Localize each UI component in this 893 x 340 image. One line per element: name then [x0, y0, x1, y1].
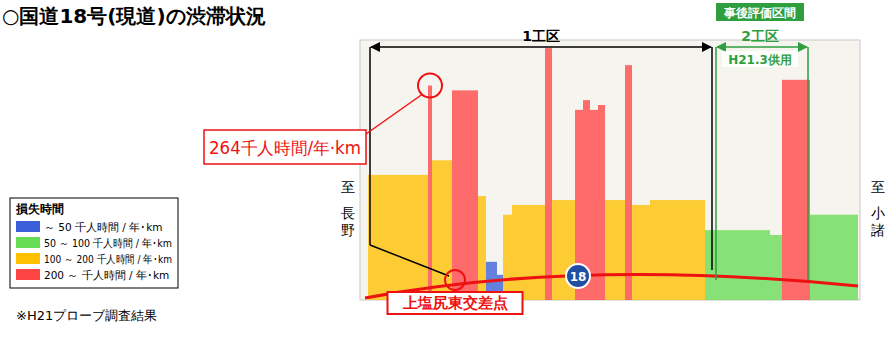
route-shield — [566, 264, 590, 288]
end-label-char: 諸 — [871, 222, 885, 238]
bar — [605, 200, 625, 300]
plot-frame — [360, 40, 860, 300]
intersection-circle — [445, 270, 465, 290]
bar — [545, 48, 552, 300]
bar — [432, 160, 452, 300]
bar — [770, 235, 782, 300]
intersection-box — [388, 292, 523, 314]
callout-leader — [366, 95, 422, 135]
legend-swatch — [16, 221, 40, 232]
note-ground — [722, 51, 798, 67]
bar — [590, 110, 598, 300]
end-label-char: 長 — [341, 205, 355, 221]
section-arrow — [371, 46, 711, 48]
bar — [650, 200, 705, 300]
end-label-char: 野 — [341, 222, 355, 238]
section-line — [715, 47, 717, 280]
legend-label: 100 ～ 200 千人時間 / 年･km — [44, 253, 172, 265]
bar — [503, 215, 512, 300]
callout-text: 264千人時間/年·km — [209, 138, 361, 158]
callout-box — [204, 130, 366, 164]
route-number: 18 — [570, 270, 587, 284]
legend-label: 200 ～ 千人時間 / 年･km — [44, 269, 169, 281]
section-note: H21.3供用 — [728, 53, 792, 67]
section-line — [369, 47, 371, 245]
end-label-char: 至 — [341, 179, 355, 195]
bar — [705, 230, 770, 300]
legend-label: ～ 50 千人時間 / 年･km — [44, 221, 163, 233]
tag: 事後評価区間 — [723, 6, 796, 20]
legend-label: 50 ～ 100 千人時間 / 年･km — [44, 237, 172, 249]
bar — [782, 80, 810, 300]
end-label-char: 至 — [871, 179, 885, 195]
chart: ○国道18号(現道)の渋滞状況 1工区 2工区 H21.3供用事後評価区間 264千人時… — [0, 0, 893, 340]
bars — [368, 48, 858, 300]
title: ○国道18号(現道)の渋滞状況 — [2, 4, 266, 28]
section-arrow — [717, 46, 807, 48]
section-label: 2工区 — [741, 28, 779, 44]
bar — [478, 196, 486, 300]
section-line — [711, 47, 713, 270]
end-label-char: 小 — [871, 205, 885, 221]
bar — [368, 175, 428, 300]
legend-title: 損失時間 — [15, 202, 64, 216]
legend: 損失時間 ～ 50 千人時間 / 年･km 50 ～ 100 千人時間 / 年･km… — [10, 198, 178, 288]
legend-swatch — [16, 269, 40, 280]
tag-box — [716, 3, 804, 21]
section-line — [807, 47, 809, 280]
end-label: 至長野 — [341, 179, 355, 238]
bar — [452, 90, 478, 300]
legend-box — [10, 198, 178, 288]
legend-swatch — [16, 253, 40, 264]
bar — [810, 215, 858, 300]
bar — [512, 205, 545, 300]
end-label: 至小諸 — [871, 179, 885, 238]
section-line — [370, 245, 449, 276]
intersection-label: 上塩尻東交差点 — [402, 294, 508, 312]
legend-swatch — [16, 237, 40, 248]
bar — [632, 205, 650, 300]
section-label: 1工区 — [522, 28, 560, 44]
note: ※H21プローブ調査結果 — [16, 308, 157, 323]
bar — [598, 105, 605, 300]
callout-circle — [418, 74, 442, 98]
bar — [625, 65, 632, 300]
